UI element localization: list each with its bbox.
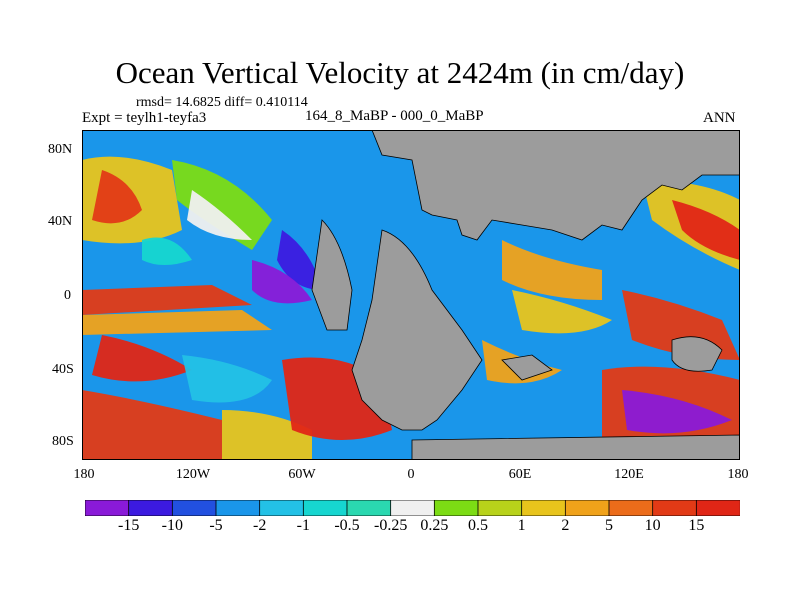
center-subtitle: 164_8_MaBP - 000_0_MaBP [305,108,484,124]
colorbar-swatch [477,500,523,516]
ocean-velocity-map [82,130,740,460]
lat-label-0: 0 [64,288,71,303]
lon-label-60e: 60E [508,467,532,482]
lat-label-40s: 40S [52,362,74,377]
colorbar-swatch [564,500,610,516]
colorbar-swatch [85,500,130,516]
colorbar-swatch [259,500,305,516]
colorbar-label: -15 [117,517,140,534]
field-patch [92,170,142,224]
lon-label-120w: 120W [175,467,211,482]
colorbar-label: -1 [296,517,310,534]
field-patch [222,410,312,460]
lon-label-180w: 180 [73,467,95,482]
colorbar-label: -0.25 [373,517,408,534]
field-patch [672,200,740,260]
stats-line: rmsd= 14.6825 diff= 0.410114 [136,95,308,110]
colorbar-swatch [171,500,217,516]
field-patch [172,160,272,250]
colorbar [85,500,740,516]
field-patch [182,355,272,403]
lon-label-120e: 120E [614,467,644,482]
colorbar-label: -10 [161,517,183,534]
colorbar-swatch [390,500,436,516]
lon-label-0: 0 [407,467,415,482]
land-mass [311,130,740,460]
colorbar-label: -2 [252,517,267,534]
colorbar-swatch [215,500,261,516]
colorbar-swatch [695,500,740,516]
map-title: Ocean Vertical Velocity at 2424m (in cm/… [115,55,685,90]
lat-label-80s: 80S [52,434,74,449]
field-patch [252,260,312,304]
lon-label-180e: 180 [727,467,749,482]
colorbar-swatch [652,500,698,516]
field-patch [82,390,222,460]
field-patch [187,190,252,240]
colorbar-swatch [302,500,348,516]
colorbar-label: 10 [644,517,661,534]
colorbar-swatch [346,500,392,516]
field-patch [622,390,732,434]
field-patch [82,310,272,335]
lat-label-80n: 80N [48,142,73,157]
field-patch [92,335,192,382]
colorbar-label: 0.5 [468,517,488,534]
colorbar-label: 0.25 [420,517,449,534]
colorbar-label: 5 [605,517,613,534]
field-patch [142,237,192,265]
colorbar-swatch [433,500,479,516]
colorbar-label: 1 [517,517,526,534]
experiment-line: Expt = teylh1-teyfa3 [82,110,207,126]
field-patch [502,240,602,300]
colorbar-swatch [608,500,654,516]
colorbar-label: 2 [561,517,570,534]
colorbar-label: -5 [209,517,223,534]
field-patch [512,290,612,334]
colorbar-swatch [128,500,174,516]
field-patch [277,230,322,290]
lat-label-40n: 40N [48,214,73,229]
colorbar-label: 15 [688,517,705,534]
colorbar-label: -0.5 [334,517,360,534]
map-frame [82,130,740,460]
field-patch [82,285,252,315]
lon-label-60w: 60W [288,467,316,482]
season-label: ANN [703,110,736,126]
colorbar-swatch [521,500,567,516]
